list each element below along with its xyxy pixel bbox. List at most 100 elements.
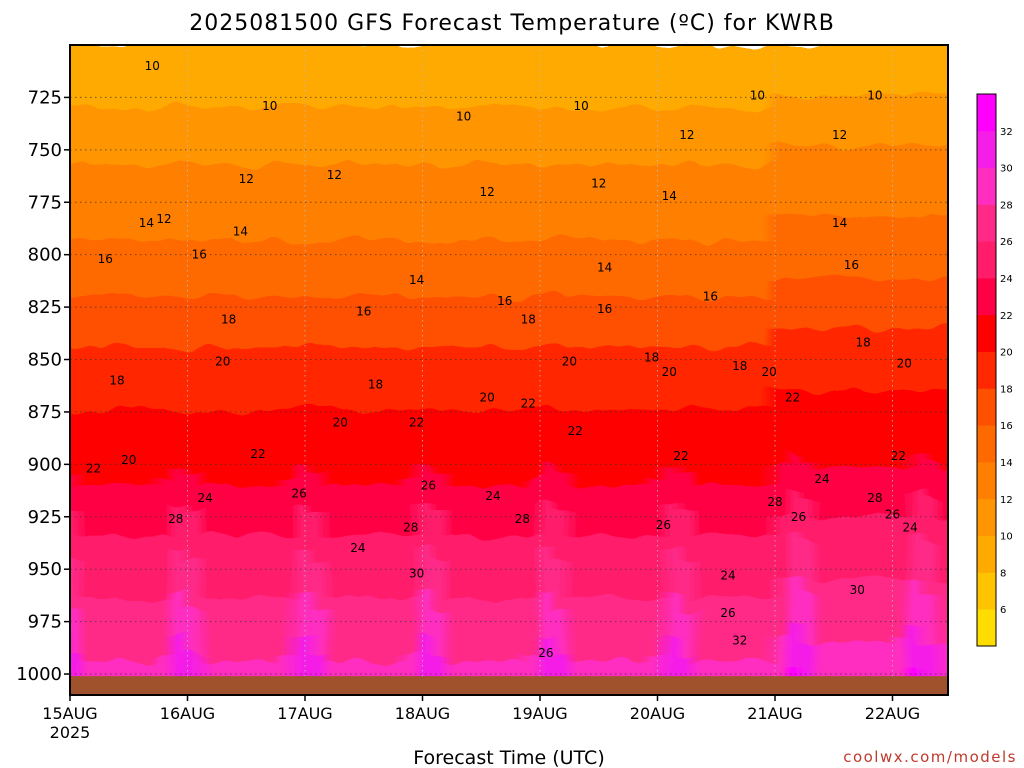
contour-label: 22 [673,449,688,463]
colorbar-swatch [977,609,996,647]
contour-label: 30 [850,583,865,597]
contour-label: 24 [197,491,212,505]
temperature-fill [70,45,948,695]
x-tick-label: 16AUG [160,704,215,723]
contour-label: 14 [409,273,424,287]
y-tick-label: 750 [28,140,62,161]
contour-label: 24 [720,568,735,582]
contour-label: 18 [368,378,383,392]
contour-label: 22 [409,415,424,429]
contour-label: 12 [327,168,342,182]
colorbar-tick-label: 16 [1000,421,1013,432]
contour-label: 30 [409,566,424,580]
y-tick-label: 725 [28,87,62,108]
contour-label: 12 [156,212,171,226]
contour-label: 18 [221,313,236,327]
contour-label: 10 [145,59,160,73]
colorbar: 6 8 10 12 14 16 18 20 22 24 26 28 30 32 [976,93,1013,647]
contour-label: 24 [814,472,829,486]
x-tick-label: 15AUG [42,704,97,723]
contour-label: 20 [121,453,136,467]
contour-label: 18 [855,336,870,350]
x-tick-label: 20AUG [630,704,685,723]
colorbar-swatch [977,572,996,610]
colorbar-tick-label: 24 [1000,274,1013,285]
contour-label: 26 [538,646,553,660]
contour-label: 24 [902,520,917,534]
colorbar-swatch [977,130,996,168]
contour-label: 22 [250,447,265,461]
colorbar-swatch [977,535,996,573]
colorbar-swatch [977,498,996,536]
colorbar-swatch [977,204,996,242]
colorbar-swatch [977,425,996,463]
x-tick-label: 17AUG [277,704,332,723]
contour-label: 26 [885,508,900,522]
contour-label: 14 [139,216,154,230]
contour-label: 12 [679,128,694,142]
colorbar-swatch [977,351,996,389]
colorbar-swatch [977,167,996,205]
contour-label: 12 [239,172,254,186]
contour-label: 26 [421,478,436,492]
y-tick-label: 925 [28,507,62,528]
contour-label: 28 [403,520,418,534]
contour-label: 18 [644,350,659,364]
contour-label: 16 [844,258,859,272]
contour-label: 12 [832,128,847,142]
y-tick-label: 875 [28,402,62,423]
x-tick-label: 18AUG [395,704,450,723]
contour-label: 26 [656,518,671,532]
colorbar-tick-label: 14 [1000,458,1013,469]
colorbar-tick-label: 26 [1000,237,1013,248]
colorbar-tick-label: 22 [1000,311,1013,322]
plot-frame [69,44,949,696]
colorbar-tick-label: 18 [1000,384,1013,395]
x-year-label: 2025 [50,723,91,742]
contour-label: 16 [597,302,612,316]
contour-label: 16 [497,294,512,308]
contour-label: 12 [479,185,494,199]
credit-text: coolwx.com/models [843,748,1017,766]
y-tick-label: 825 [28,297,62,318]
contour-label: 28 [515,512,530,526]
contour-label: 24 [350,541,365,555]
contour-label: 26 [720,606,735,620]
contour-label: 32 [732,633,747,647]
contour-label: 16 [98,252,113,266]
colorbar-swatch [977,94,996,132]
contour-label: 28 [867,491,882,505]
contour-label: 26 [791,510,806,524]
contour-label: 20 [562,355,577,369]
colorbar-tick-label: 32 [1000,127,1013,138]
colorbar-tick-label: 10 [1000,532,1013,543]
x-tick-label: 22AUG [865,704,920,723]
contour-label: 22 [521,397,536,411]
contour-label: 22 [785,390,800,404]
contour-label: 16 [356,304,371,318]
contour-label: 22 [86,462,101,476]
colorbar-swatch [977,314,996,352]
colorbar-tick-label: 30 [1000,164,1013,175]
grid-lines [70,45,948,695]
contour-label: 14 [832,216,847,230]
contour-label: 10 [867,88,882,102]
colorbar-swatch [977,278,996,316]
x-axis-title: Forecast Time (UTC) [413,747,604,768]
colorbar-swatch [977,388,996,426]
contour-label: 14 [233,225,248,239]
contour-label: 16 [703,290,718,304]
colorbar-tick-label: 20 [1000,348,1013,359]
colorbar-swatch [977,241,996,279]
contour-label: 22 [891,449,906,463]
y-tick-label: 800 [28,245,62,266]
colorbar-swatch [977,462,996,500]
contour-label: 24 [485,489,500,503]
contour-label: 26 [291,487,306,501]
colorbar-tick-label: 12 [1000,495,1013,506]
contour-label: 18 [521,313,536,327]
ground [70,676,948,695]
colorbar-tick-label: 6 [1000,605,1006,616]
